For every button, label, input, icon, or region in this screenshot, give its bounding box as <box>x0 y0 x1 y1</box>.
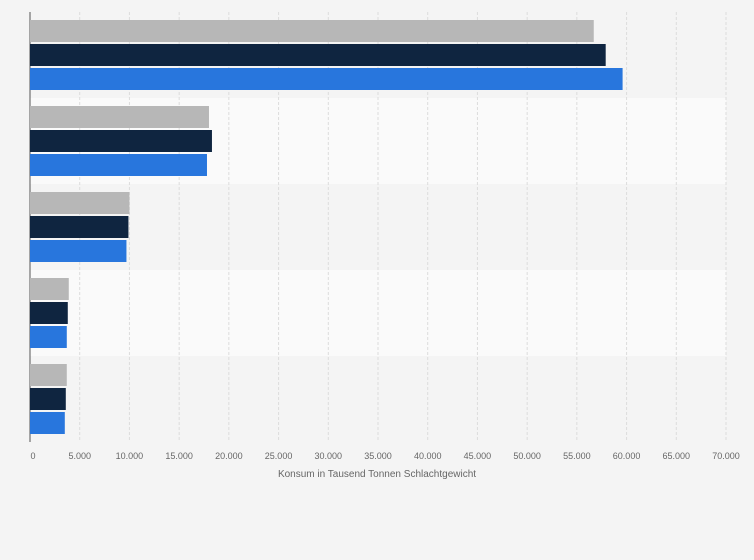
bar <box>30 20 594 42</box>
bar <box>30 364 67 386</box>
bars <box>30 20 623 434</box>
bar <box>30 216 129 238</box>
x-axis-label: Konsum in Tausend Tonnen Schlachtgewicht <box>278 469 476 480</box>
bar <box>30 278 69 300</box>
x-tick-label: 30.000 <box>315 451 343 461</box>
x-tick-label: 0 <box>30 451 35 461</box>
bar <box>30 192 130 214</box>
bar <box>30 44 606 66</box>
bar <box>30 240 127 262</box>
x-tick-labels: 0 5.000 10.000 15.000 20.000 25.000 30.000 35.0… <box>30 451 739 461</box>
x-tick-label: 70.000 <box>712 451 740 461</box>
bar <box>30 326 67 348</box>
x-tick-label: 25.000 <box>265 451 293 461</box>
x-tick-label: 45.000 <box>464 451 492 461</box>
bar <box>30 68 623 90</box>
x-tick-label: 20.000 <box>215 451 243 461</box>
x-tick-label: 35.000 <box>364 451 392 461</box>
bar <box>30 388 66 410</box>
x-tick-label: 50.000 <box>513 451 541 461</box>
x-tick-label: 60.000 <box>613 451 641 461</box>
bar <box>30 130 212 152</box>
x-tick-label: 55.000 <box>563 451 591 461</box>
x-tick-label: 65.000 <box>663 451 691 461</box>
x-tick-label: 10.000 <box>116 451 144 461</box>
x-tick-label: 15.000 <box>165 451 193 461</box>
x-tick-label: 5.000 <box>68 451 91 461</box>
bar <box>30 154 207 176</box>
bar <box>30 302 68 324</box>
bar <box>30 412 65 434</box>
x-tick-label: 40.000 <box>414 451 442 461</box>
bar <box>30 106 209 128</box>
